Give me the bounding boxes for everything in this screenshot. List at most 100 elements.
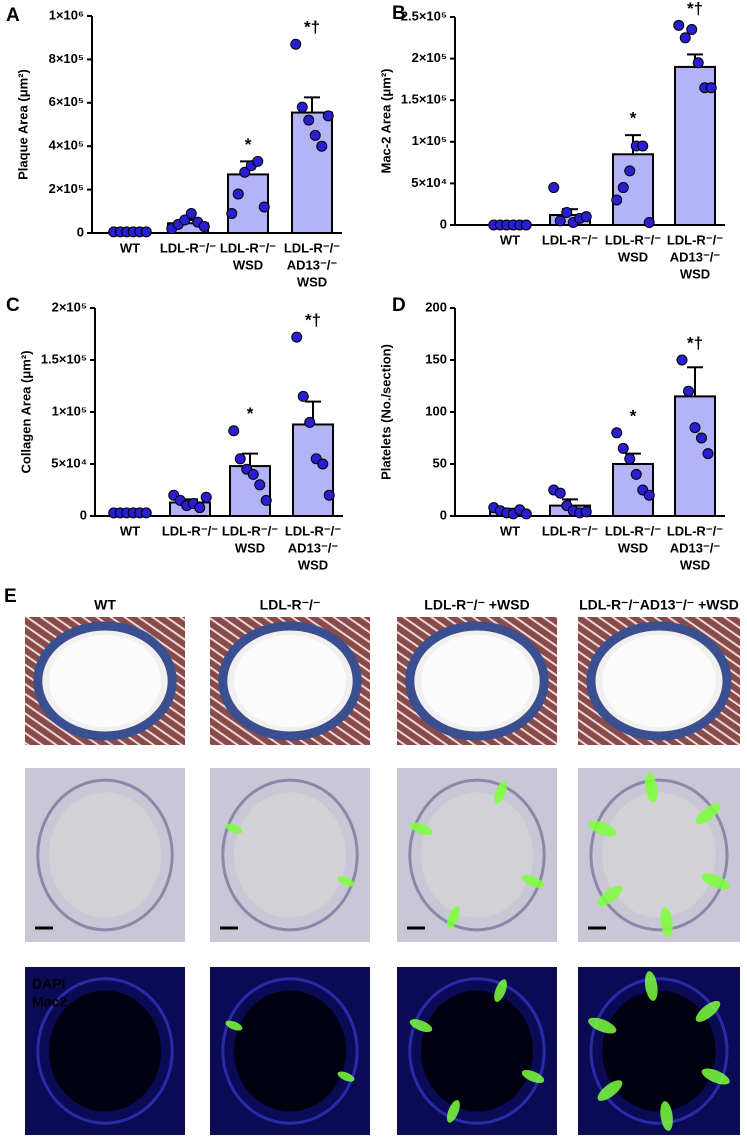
significance: *† — [304, 18, 320, 37]
mac2-stain — [521, 874, 545, 888]
lumen — [421, 634, 533, 728]
lumen — [234, 634, 346, 728]
data-point — [611, 194, 623, 206]
x-tick-label: AD13⁻/⁻ — [670, 249, 721, 264]
panel-label: C — [6, 295, 20, 316]
y-tick-label: 2×10⁵ — [49, 181, 84, 196]
x-tick-label: LDL-R⁻/⁻ — [605, 523, 661, 538]
panel-label: D — [392, 295, 406, 316]
mac2-stain — [644, 971, 658, 1001]
lumen — [602, 990, 716, 1112]
x-tick-label: WT — [500, 523, 520, 538]
y-tick-label: 2×10⁵ — [52, 299, 87, 314]
data-point — [140, 507, 152, 519]
lumen — [234, 990, 346, 1112]
data-point — [198, 220, 210, 232]
data-point — [234, 453, 246, 465]
significance: * — [247, 404, 254, 423]
x-tick-label: WT — [120, 523, 140, 538]
data-point — [643, 489, 655, 501]
significance: *† — [687, 0, 703, 18]
x-tick-label: WSD — [297, 274, 327, 289]
x-tick-label: WSD — [680, 557, 710, 572]
data-point — [520, 219, 532, 231]
data-point — [580, 211, 592, 223]
data-point — [580, 506, 592, 518]
y-tick-label: 2×10⁵ — [412, 50, 447, 65]
bar — [292, 423, 334, 518]
data-point — [303, 114, 315, 126]
x-tick-label: AD13⁻/⁻ — [670, 540, 721, 555]
y-tick-label: 2.5×10⁵ — [401, 8, 447, 23]
significance: * — [630, 406, 637, 425]
y-tick-label: 0 — [440, 507, 447, 522]
x-tick-label: LDL-R⁻/⁻ — [160, 240, 216, 255]
data-point — [624, 453, 636, 465]
y-tick-label: 5×10⁴ — [51, 455, 87, 470]
mac2-stain — [660, 907, 673, 938]
data-point — [140, 226, 152, 238]
data-point — [683, 385, 694, 397]
micrographs — [25, 617, 740, 1135]
y-tick-label: 200 — [425, 299, 447, 314]
legend-label: DAPI — [32, 976, 65, 992]
y-tick-label: 8×10⁵ — [49, 51, 84, 66]
data-point — [554, 215, 566, 227]
mac2-stain — [225, 1020, 243, 1031]
mac2-stain — [695, 803, 721, 825]
mac2-stain — [409, 1019, 433, 1033]
x-tick-label: LDL-R⁻/⁻ — [162, 523, 218, 538]
y-tick-label: 0 — [440, 216, 447, 231]
mac2-stain — [337, 1071, 355, 1082]
data-point — [561, 207, 573, 219]
data-point — [200, 491, 212, 503]
mac2-stain — [588, 1017, 617, 1034]
y-tick-label: 0 — [80, 507, 87, 522]
mac2-stain — [597, 1080, 623, 1101]
y-tick-label: 1×10⁵ — [52, 403, 87, 418]
y-tick-label: 100 — [425, 403, 447, 418]
y-tick-label: 6×10⁵ — [49, 94, 84, 109]
mac2-stain — [409, 822, 433, 836]
lumen — [602, 634, 716, 728]
data-point — [179, 214, 191, 226]
bar — [291, 111, 333, 234]
data-point — [617, 442, 629, 454]
panel-label: E — [4, 586, 17, 607]
significance: *† — [687, 333, 703, 352]
data-point — [228, 425, 240, 437]
lumen — [421, 792, 533, 918]
data-point — [548, 182, 560, 194]
lumen — [421, 990, 533, 1112]
data-point — [617, 182, 629, 194]
data-point — [705, 82, 717, 94]
column-title: WT — [94, 597, 116, 613]
y-tick-label: 1×10⁵ — [412, 133, 447, 148]
data-point — [290, 38, 302, 50]
y-tick-label: 0 — [77, 224, 84, 239]
mac2-stain — [644, 772, 658, 803]
x-tick-label: LDL-R⁻/⁻ — [284, 240, 340, 255]
significance: * — [245, 135, 252, 154]
data-point — [247, 468, 259, 480]
significance: * — [630, 109, 637, 128]
x-tick-label: WSD — [618, 540, 648, 555]
data-point — [676, 354, 688, 366]
data-point — [702, 448, 714, 460]
mac2-stain — [660, 1101, 673, 1131]
x-tick-label: LDL-R⁻/⁻ — [667, 232, 723, 247]
mac2-stain — [225, 823, 243, 834]
y-tick-label: 1.5×10⁵ — [401, 92, 447, 107]
x-tick-label: AD13⁻/⁻ — [288, 540, 339, 555]
x-tick-label: WT — [120, 240, 140, 255]
data-point — [316, 140, 328, 152]
data-point — [692, 57, 704, 69]
data-point — [232, 188, 244, 200]
data-point — [185, 207, 197, 219]
data-point — [260, 494, 272, 506]
data-point — [689, 422, 701, 434]
data-point — [226, 207, 238, 219]
data-point — [254, 479, 266, 491]
